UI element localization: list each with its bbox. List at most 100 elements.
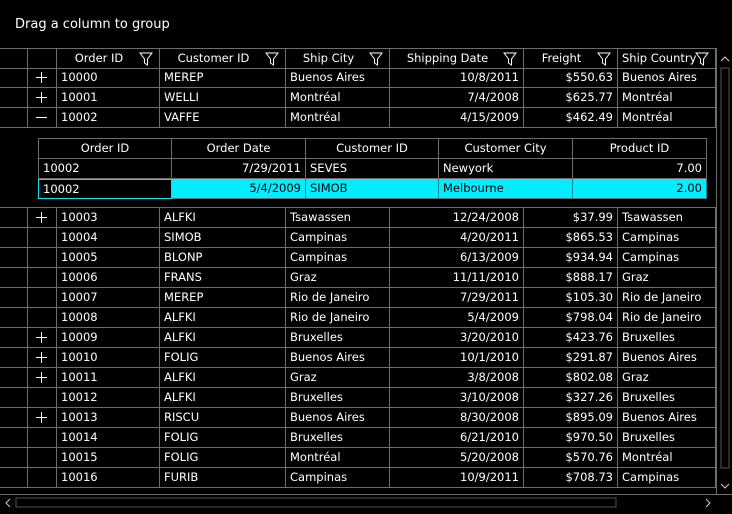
expand-icon[interactable] [32, 348, 52, 368]
indent-cell [0, 288, 28, 308]
column-header[interactable]: Freight [524, 49, 618, 69]
grid-cell: MEREP [160, 68, 286, 88]
indent-cell [0, 248, 28, 268]
expand-icon[interactable] [32, 208, 52, 228]
filter-icon[interactable] [695, 52, 709, 66]
grid-cell: ALFKI [160, 388, 286, 408]
grid-cell: Rio de Janeiro [618, 288, 716, 308]
grid-cell: 10014 [57, 428, 160, 448]
grid-row[interactable]: 10011 ALFKI Graz 3/8/2008 $802.08 Graz [0, 368, 716, 388]
grid-cell: Bruxelles [618, 328, 716, 348]
grid-row[interactable]: 10009 ALFKI Bruxelles 3/20/2010 $423.76 Bruxe… [0, 328, 716, 348]
collapse-icon[interactable] [32, 108, 52, 128]
expand-icon[interactable] [32, 408, 52, 428]
expand-icon[interactable] [32, 368, 52, 388]
detail-column-header[interactable]: Order ID [38, 139, 172, 159]
detail-cell: 10002 [38, 179, 172, 199]
column-header[interactable]: Shipping Date [390, 49, 524, 69]
grid-cell: $708.73 [524, 468, 618, 488]
expander[interactable] [28, 208, 57, 228]
grid-row[interactable]: 10006 FRANS Graz 11/11/2010 $888.17 Graz [0, 268, 716, 288]
grid-cell: $888.17 [524, 268, 618, 288]
grid-cell: $625.77 [524, 88, 618, 108]
grid-cell: FOLIG [160, 348, 286, 368]
expander[interactable] [28, 348, 57, 368]
grid-row[interactable]: 10002 VAFFE Montréal 4/15/2009 $462.49 Montré… [0, 108, 716, 128]
expander [28, 308, 57, 328]
grid-cell: $865.53 [524, 228, 618, 248]
column-header[interactable]: Customer ID [160, 49, 286, 69]
grid-cell: 4/20/2011 [390, 228, 524, 248]
detail-row[interactable]: 10002 7/29/2011 SEVES Newyork 7.00 [0, 159, 716, 179]
grid-cell: 10004 [57, 228, 160, 248]
expander[interactable] [28, 408, 57, 428]
expander[interactable] [28, 328, 57, 348]
grid-cell: 5/4/2009 [390, 308, 524, 328]
grid-row[interactable]: 10016 FURIB Campinas 10/9/2011 $708.73 Campin… [0, 468, 716, 488]
vertical-scrollbar[interactable] [716, 48, 732, 494]
grid-cell: Campinas [286, 468, 390, 488]
grid-row[interactable]: 10014 FOLIG Bruxelles 6/21/2010 $970.50 Bruxe… [0, 428, 716, 448]
grid-cell: 6/21/2010 [390, 428, 524, 448]
grid-row[interactable]: 10015 FOLIG Montréal 5/20/2008 $570.76 Montré… [0, 448, 716, 468]
grid-row[interactable]: 10003 ALFKI Tsawassen 12/24/2008 $37.99 Tsawa… [0, 208, 716, 228]
detail-column-header[interactable]: Order Date [172, 139, 306, 159]
expander[interactable] [28, 68, 57, 88]
grid-cell: 10/8/2011 [390, 68, 524, 88]
horizontal-scrollbar[interactable] [0, 494, 732, 510]
expander [28, 288, 57, 308]
grid-row[interactable]: 10004 SIMOB Campinas 4/20/2011 $865.53 Campin… [0, 228, 716, 248]
filter-icon[interactable] [139, 52, 153, 66]
grid-cell: 10005 [57, 248, 160, 268]
indent-cell [0, 348, 28, 368]
expander [28, 228, 57, 248]
grid-row[interactable]: 10001 WELLI Montréal 7/4/2008 $625.77 Montréa… [0, 88, 716, 108]
grid-cell: FURIB [160, 468, 286, 488]
grid-row[interactable]: 10008 ALFKI Rio de Janeiro 5/4/2009 $798.04 R… [0, 308, 716, 328]
detail-column-header[interactable]: Customer ID [306, 139, 439, 159]
expand-icon[interactable] [32, 88, 52, 108]
column-header[interactable]: Ship City [286, 49, 390, 69]
expand-icon[interactable] [32, 68, 52, 88]
filter-icon[interactable] [597, 52, 611, 66]
grid-row[interactable]: 10000 MEREP Buenos Aires 10/8/2011 $550.63 Bu… [0, 68, 716, 88]
expander[interactable] [28, 368, 57, 388]
grid-row[interactable]: 10010 FOLIG Buenos Aires 10/1/2010 $291.87 Bu… [0, 348, 716, 368]
grid-row[interactable]: 10013 RISCU Buenos Aires 8/30/2008 $895.09 Bu… [0, 408, 716, 428]
expander[interactable] [28, 108, 57, 128]
grid-row[interactable]: 10007 MEREP Rio de Janeiro 7/29/2011 $105.30… [0, 288, 716, 308]
grid-cell: VAFFE [160, 108, 286, 128]
filter-icon[interactable] [369, 52, 383, 66]
column-header[interactable]: Order ID [57, 49, 160, 69]
filter-icon[interactable] [265, 52, 279, 66]
detail-row[interactable]: 10002 5/4/2009 SIMOB Melbourne 2.00 [0, 179, 716, 199]
grid-cell: Graz [286, 368, 390, 388]
column-header[interactable]: Ship Country [618, 49, 716, 69]
detail-column-header[interactable]: Product ID [573, 139, 707, 159]
filter-icon[interactable] [503, 52, 517, 66]
grid-cell: 10009 [57, 328, 160, 348]
grid-cell: 10006 [57, 268, 160, 288]
indent-cell [0, 208, 28, 228]
indent-cell [0, 108, 28, 128]
grid-cell: Tsawassen [618, 208, 716, 228]
detail-cell: Newyork [439, 159, 573, 179]
group-drop-area[interactable]: Drag a column to group [15, 17, 170, 32]
detail-cell: Melbourne [439, 179, 573, 199]
detail-column-header[interactable]: Customer City [439, 139, 573, 159]
expander-header [28, 49, 57, 69]
grid-row[interactable]: 10012 ALFKI Bruxelles 3/10/2008 $327.26 Bruxe… [0, 388, 716, 408]
grid-cell: Rio de Janeiro [618, 308, 716, 328]
expander [28, 448, 57, 468]
grid-cell: Campinas [618, 248, 716, 268]
grid-row[interactable]: 10005 BLONP Campinas 6/13/2009 $934.94 Campin… [0, 248, 716, 268]
grid-cell: Buenos Aires [618, 348, 716, 368]
grid-cell: 8/30/2008 [390, 408, 524, 428]
detail-cell: SEVES [306, 159, 439, 179]
grid-cell: FOLIG [160, 448, 286, 468]
expand-icon[interactable] [32, 328, 52, 348]
grid-cell: $934.94 [524, 248, 618, 268]
expander[interactable] [28, 88, 57, 108]
grid-cell: $570.76 [524, 448, 618, 468]
grid-cell: 5/20/2008 [390, 448, 524, 468]
